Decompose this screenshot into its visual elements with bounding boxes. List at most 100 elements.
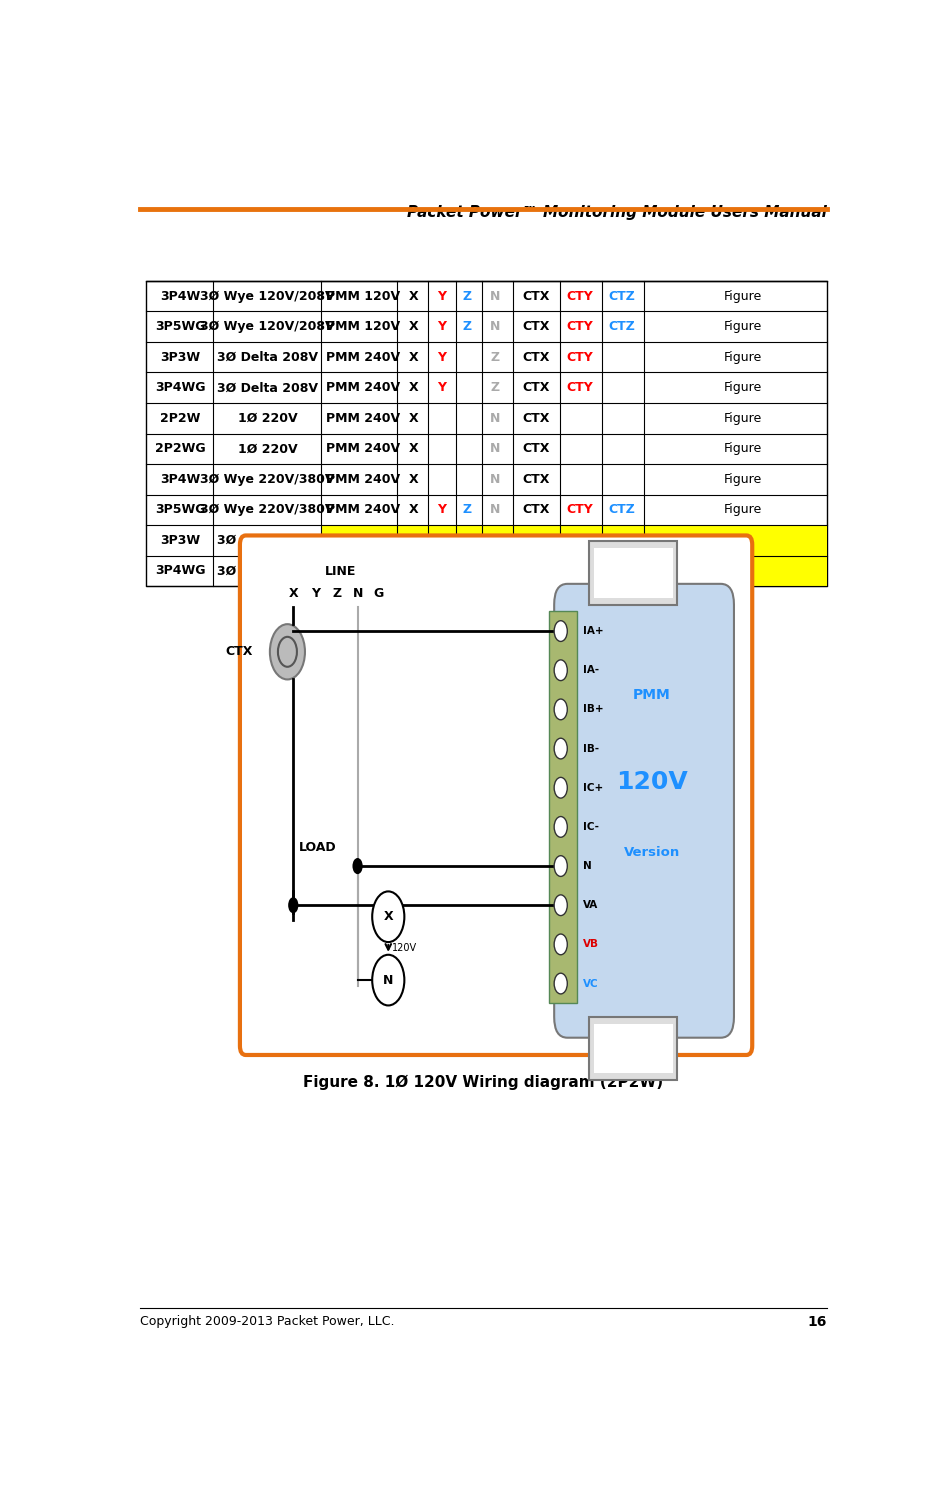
Bar bbox=[145, 281, 827, 586]
Text: CTZ: CTZ bbox=[609, 320, 636, 334]
Text: CTY: CTY bbox=[567, 381, 593, 395]
Text: IB+: IB+ bbox=[583, 705, 604, 715]
Text: PMM 240V: PMM 240V bbox=[325, 411, 400, 425]
Text: CTX: CTX bbox=[225, 645, 253, 658]
Text: 3Ø Wye 220V/380V: 3Ø Wye 220V/380V bbox=[201, 473, 335, 486]
Text: X: X bbox=[289, 586, 298, 600]
FancyBboxPatch shape bbox=[554, 583, 734, 1038]
Text: Figure: Figure bbox=[723, 290, 762, 302]
Text: 3Ø Wye 220V/380V: 3Ø Wye 220V/380V bbox=[201, 503, 335, 516]
Text: Packet Power™ Monitoring Module Users Manual: Packet Power™ Monitoring Module Users Ma… bbox=[406, 205, 827, 220]
Text: Z: Z bbox=[463, 290, 472, 302]
Text: Y: Y bbox=[438, 350, 446, 364]
Text: 3P3W: 3P3W bbox=[160, 534, 200, 548]
Text: VB: VB bbox=[583, 939, 599, 950]
Text: PMM 240V: PMM 240V bbox=[325, 381, 400, 395]
Text: CTX: CTX bbox=[522, 320, 550, 334]
Text: 2P2WG: 2P2WG bbox=[155, 443, 206, 455]
Text: N: N bbox=[489, 320, 500, 334]
Text: 3Ø Delta 208V: 3Ø Delta 208V bbox=[217, 381, 318, 395]
Text: Figure: Figure bbox=[723, 503, 762, 516]
Text: N: N bbox=[489, 473, 500, 486]
Text: CTX: CTX bbox=[522, 443, 550, 455]
Text: Figure: Figure bbox=[723, 473, 762, 486]
Text: IA+: IA+ bbox=[583, 625, 604, 636]
Text: CTX: CTX bbox=[522, 473, 550, 486]
Bar bbox=[549, 612, 577, 1004]
Text: 3Ø Wye 120V/208V: 3Ø Wye 120V/208V bbox=[200, 290, 335, 302]
Text: X: X bbox=[409, 503, 419, 516]
Circle shape bbox=[372, 954, 405, 1005]
Text: N: N bbox=[489, 443, 500, 455]
Text: X: X bbox=[409, 381, 419, 395]
Text: X: X bbox=[384, 910, 393, 923]
Circle shape bbox=[554, 660, 568, 681]
Text: IC-: IC- bbox=[583, 821, 599, 832]
Text: Z: Z bbox=[490, 350, 500, 364]
Text: Y: Y bbox=[438, 503, 446, 516]
Circle shape bbox=[554, 895, 568, 916]
FancyBboxPatch shape bbox=[240, 536, 753, 1055]
Text: 3Ø Delta 380V: 3Ø Delta 380V bbox=[217, 534, 318, 548]
Text: 120V: 120V bbox=[616, 770, 687, 794]
Text: 120V: 120V bbox=[392, 944, 417, 953]
Circle shape bbox=[554, 778, 568, 797]
Text: X: X bbox=[409, 320, 419, 334]
Circle shape bbox=[270, 624, 305, 679]
Text: N: N bbox=[383, 974, 393, 986]
Text: Y: Y bbox=[310, 586, 320, 600]
Text: X: X bbox=[409, 290, 419, 302]
Bar bbox=[321, 525, 827, 555]
Text: CTX: CTX bbox=[522, 290, 550, 302]
Text: CTY: CTY bbox=[567, 350, 593, 364]
Text: CTY: CTY bbox=[567, 290, 593, 302]
Text: Figure: Figure bbox=[723, 443, 762, 455]
Text: Not supported: Not supported bbox=[520, 564, 628, 577]
Text: X: X bbox=[409, 350, 419, 364]
Text: PMM 240V: PMM 240V bbox=[325, 503, 400, 516]
Text: 3Ø Wye 120V/208V: 3Ø Wye 120V/208V bbox=[200, 320, 335, 334]
Bar bbox=[594, 1023, 672, 1074]
Text: 1Ø 220V: 1Ø 220V bbox=[238, 411, 297, 425]
Bar bbox=[589, 542, 677, 604]
Circle shape bbox=[278, 637, 297, 667]
Text: 16: 16 bbox=[807, 1315, 827, 1330]
Circle shape bbox=[554, 934, 568, 954]
Circle shape bbox=[372, 892, 405, 942]
Text: PMM 240V: PMM 240V bbox=[325, 443, 400, 455]
Text: 3P4W: 3P4W bbox=[160, 290, 200, 302]
Text: IC+: IC+ bbox=[583, 782, 603, 793]
Text: PMM 120V: PMM 120V bbox=[325, 290, 400, 302]
Text: CTX: CTX bbox=[522, 503, 550, 516]
Text: 3P4WG: 3P4WG bbox=[155, 564, 206, 577]
Text: CTX: CTX bbox=[522, 350, 550, 364]
Circle shape bbox=[554, 856, 568, 877]
Text: X: X bbox=[409, 443, 419, 455]
Text: 3P4WG: 3P4WG bbox=[155, 381, 206, 395]
Text: Figure 8. 1Ø 120V Wiring diagram (2P2W): Figure 8. 1Ø 120V Wiring diagram (2P2W) bbox=[304, 1074, 663, 1091]
Text: X: X bbox=[409, 411, 419, 425]
Bar bbox=[594, 548, 672, 598]
Text: Z: Z bbox=[490, 381, 500, 395]
Circle shape bbox=[554, 699, 568, 720]
Circle shape bbox=[289, 898, 298, 913]
Text: CTZ: CTZ bbox=[609, 503, 636, 516]
Text: PMM 240V: PMM 240V bbox=[325, 350, 400, 364]
Text: N: N bbox=[489, 503, 500, 516]
Text: N: N bbox=[489, 290, 500, 302]
Text: Copyright 2009-2013 Packet Power, LLC.: Copyright 2009-2013 Packet Power, LLC. bbox=[140, 1315, 394, 1328]
Text: VA: VA bbox=[583, 901, 598, 910]
Bar bbox=[589, 1017, 677, 1080]
Text: PMM 120V: PMM 120V bbox=[325, 320, 400, 334]
Text: X: X bbox=[409, 473, 419, 486]
Text: G: G bbox=[372, 586, 383, 600]
Text: Z: Z bbox=[333, 586, 341, 600]
Text: CTX: CTX bbox=[522, 381, 550, 395]
Text: 3Ø Delta 380V: 3Ø Delta 380V bbox=[217, 564, 318, 577]
Text: LOAD: LOAD bbox=[299, 841, 337, 854]
Text: IB-: IB- bbox=[583, 744, 599, 754]
Bar bbox=[321, 555, 827, 586]
Text: 3Ø Delta 208V: 3Ø Delta 208V bbox=[217, 350, 318, 364]
Text: IA-: IA- bbox=[583, 666, 599, 675]
Circle shape bbox=[554, 974, 568, 993]
